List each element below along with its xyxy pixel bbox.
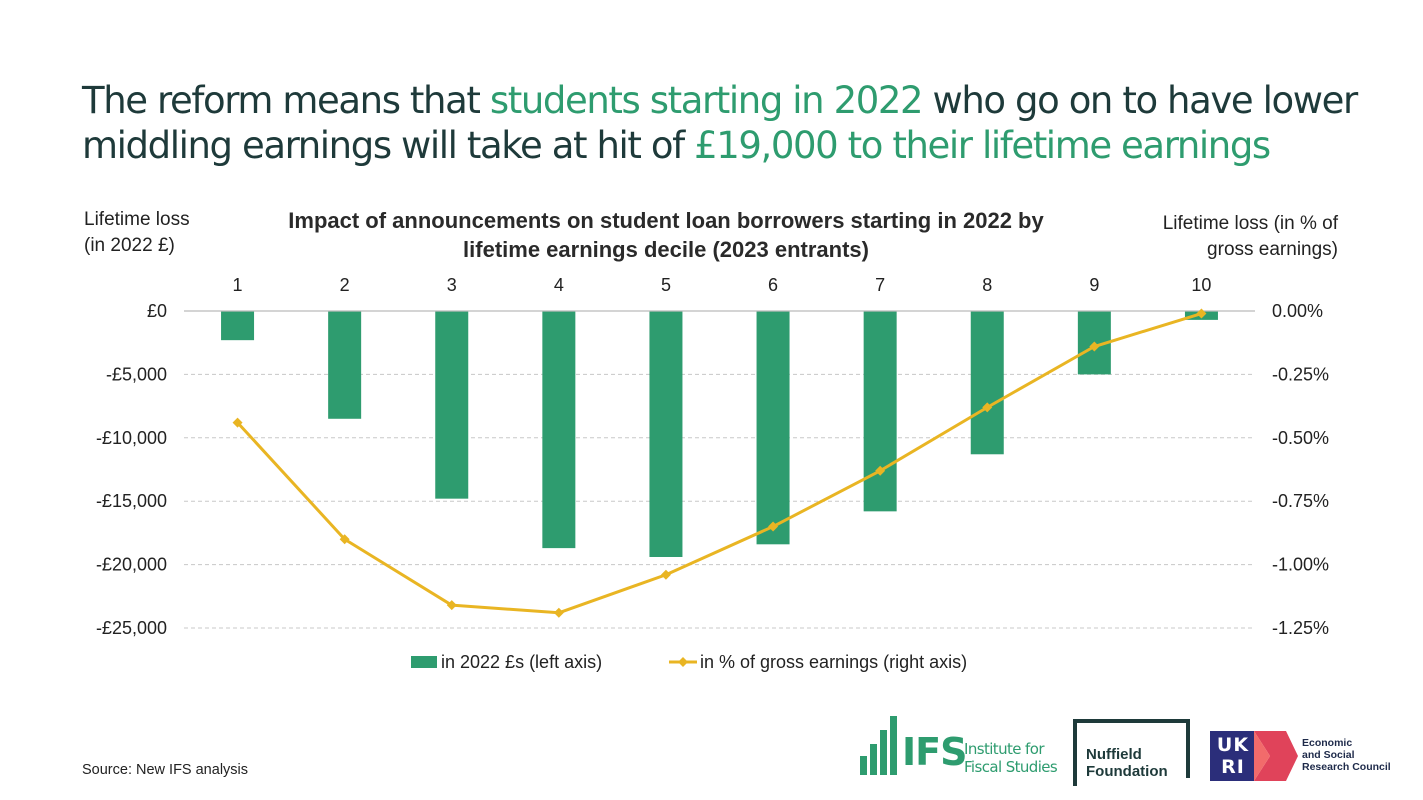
line-marker	[553, 607, 564, 618]
esrc-logo-line3: Research Council	[1302, 761, 1391, 773]
nuffield-logo-line2: Foundation	[1086, 763, 1168, 780]
esrc-logo-line1: Economic	[1302, 737, 1353, 749]
chart-title: Impact of announcements on student loan …	[288, 208, 1044, 262]
line-marker	[982, 402, 993, 413]
left-axis-title-line2: (in 2022 £)	[84, 235, 175, 256]
bar	[221, 311, 255, 341]
bar	[970, 311, 1004, 455]
ifs-logo-name: Institute for Fiscal Studies	[964, 740, 1058, 776]
category-label: 5	[661, 275, 671, 295]
ifs-logo-mark	[860, 716, 897, 775]
bar	[863, 311, 897, 512]
left-tick-label: -£10,000	[96, 428, 167, 448]
right-tick-label: -1.00%	[1272, 555, 1329, 575]
category-label: 1	[233, 275, 243, 295]
nuffield-logo-line1: Nuffield	[1086, 746, 1142, 763]
category-label: 8	[982, 275, 992, 295]
line-marker	[875, 465, 886, 476]
nuffield-logo-text: Nuffield Foundation	[1086, 746, 1168, 780]
category-label: 4	[554, 275, 564, 295]
ukri-logo-mark	[1210, 731, 1298, 781]
legend-label-line: in % of gross earnings (right axis)	[700, 652, 967, 672]
ukri-esrc-logo: UKRI Economic and Social Research Counci…	[1210, 731, 1400, 781]
bar	[328, 311, 362, 419]
right-axis-title: Lifetime loss (in % of gross earnings)	[1163, 211, 1338, 263]
bar	[435, 311, 469, 499]
slide-headline: The reform means that students starting …	[82, 78, 1362, 168]
right-tick-label: -0.25%	[1272, 364, 1329, 384]
right-tick-label: -1.25%	[1272, 618, 1329, 638]
bar	[542, 311, 576, 549]
line-marker	[660, 569, 671, 580]
line-marker	[1089, 341, 1100, 352]
legend-swatch-bar	[411, 656, 437, 668]
category-label: 7	[875, 275, 885, 295]
left-tick-label: -£20,000	[96, 555, 167, 575]
left-axis-title: Lifetime loss (in 2022 £)	[84, 207, 190, 259]
right-tick-label: 0.00%	[1272, 301, 1323, 321]
ifs-logo-name-line1: Institute for	[964, 740, 1044, 758]
series-line	[236, 312, 1202, 615]
ifs-logo-abbrev: IFS	[902, 730, 967, 774]
category-label: 10	[1191, 275, 1211, 295]
headline-part-1: The reform means that	[82, 79, 490, 122]
left-tick-label: -£25,000	[96, 618, 167, 638]
left-tick-label: -£15,000	[96, 491, 167, 511]
left-axis-title-line1: Lifetime loss	[84, 209, 190, 230]
nuffield-logo: Nuffield Foundation	[1072, 718, 1190, 786]
esrc-logo-text: Economic and Social Research Council	[1302, 737, 1391, 773]
ifs-logo: IFS Institute for Fiscal Studies	[860, 716, 1060, 776]
esrc-logo-line2: and Social	[1302, 749, 1355, 761]
nuffield-logo-frame	[1073, 719, 1190, 786]
line-marker	[768, 521, 779, 532]
category-label: 9	[1089, 275, 1099, 295]
source-note: Source: New IFS analysis	[82, 762, 249, 778]
category-label: 3	[447, 275, 457, 295]
line-marker	[339, 534, 350, 545]
right-tick-label: -0.75%	[1272, 491, 1329, 511]
line-marker	[446, 600, 457, 611]
bar	[756, 311, 790, 545]
category-label: 2	[340, 275, 350, 295]
right-tick-label: -0.50%	[1272, 428, 1329, 448]
line-marker	[1196, 308, 1207, 319]
headline-highlight-students: students starting in 2022	[489, 79, 924, 122]
ifs-logo-name-line2: Fiscal Studies	[964, 758, 1058, 776]
left-tick-label: £0	[147, 301, 167, 321]
legend-marker	[678, 657, 688, 667]
bar	[649, 311, 683, 557]
headline-highlight-amount: £19,000 to their lifetime earnings	[694, 124, 1271, 167]
right-axis-title-line2: gross earnings)	[1207, 239, 1338, 260]
left-tick-label: -£5,000	[106, 364, 167, 384]
category-label: 6	[768, 275, 778, 295]
ukri-logo-letters: UKRI	[1216, 734, 1250, 778]
line-marker	[232, 417, 243, 428]
right-axis-title-line1: Lifetime loss (in % of	[1162, 213, 1338, 234]
legend-label-bar: in 2022 £s (left axis)	[441, 652, 602, 672]
headline-part-3: who go on to have lower middling earning…	[82, 79, 1358, 167]
